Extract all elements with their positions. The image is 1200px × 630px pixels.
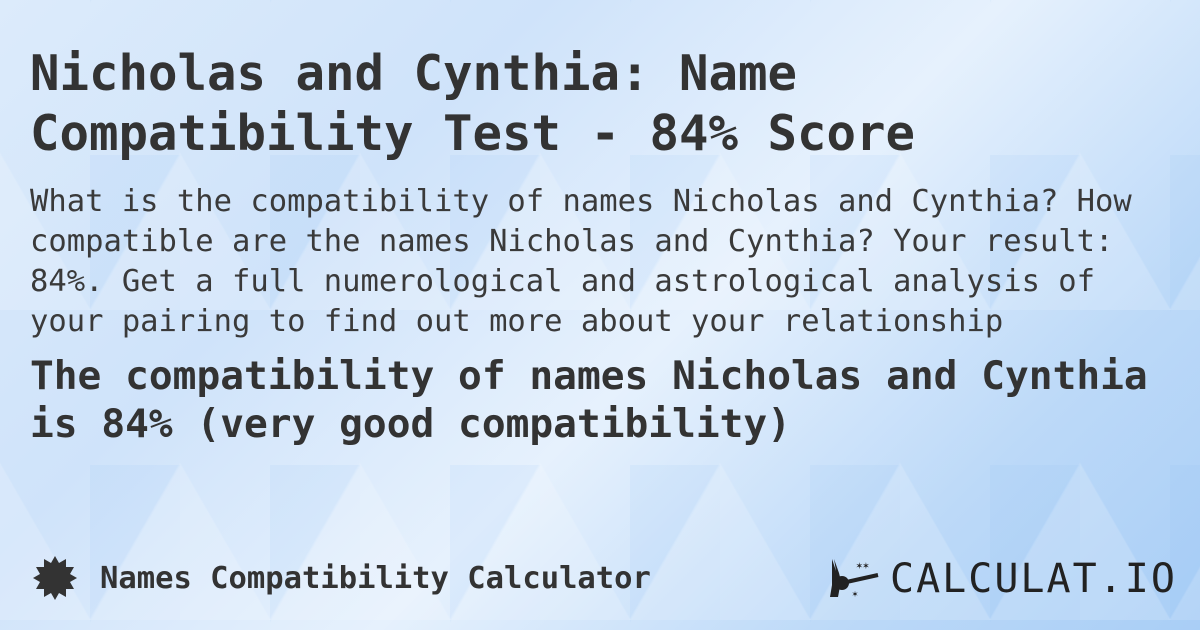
- compatibility-result: The compatibility of names Nicholas and …: [30, 353, 1148, 447]
- calculator-label[interactable]: Names Compatibility Calculator: [32, 555, 651, 601]
- logo-text: CALCULAT.IO: [890, 556, 1177, 602]
- svg-text:✶✶: ✶✶: [856, 559, 870, 572]
- page-title: Nicholas and Cynthia: Name Compatibility…: [30, 45, 916, 162]
- page-description: What is the compatibility of names Nicho…: [30, 184, 1132, 339]
- badge-icon: [33, 556, 77, 600]
- magic-wand-hand-icon: ✶✶ ✶: [830, 559, 879, 600]
- calculator-name: Names Compatibility Calculator: [100, 560, 651, 596]
- calculat-io-logo[interactable]: ✶✶ ✶ CALCULAT.IO: [828, 556, 1177, 602]
- svg-text:✶: ✶: [852, 589, 858, 600]
